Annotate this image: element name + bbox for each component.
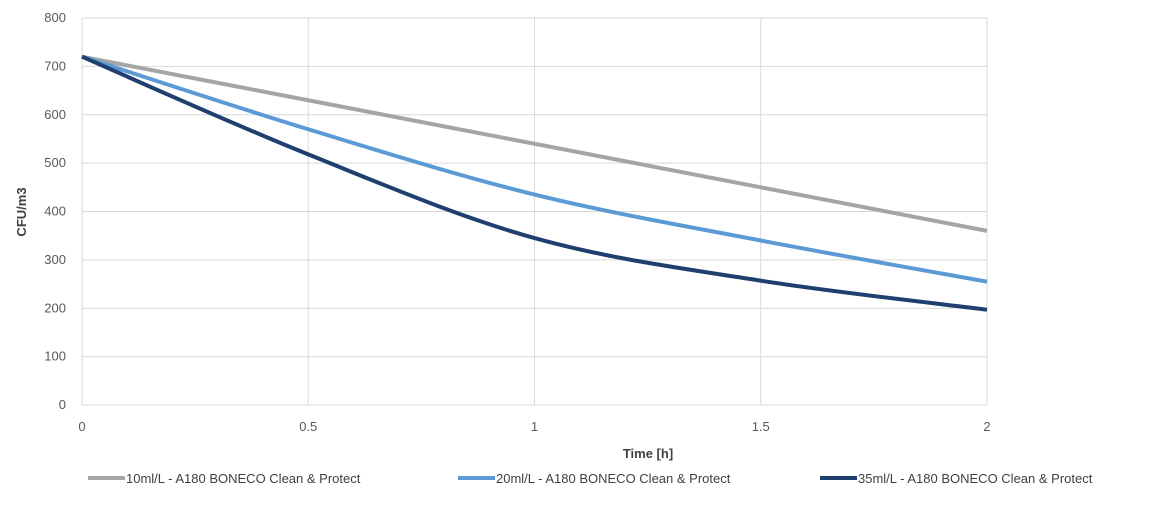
y-tick-label: 700 [44,58,66,73]
series-line-1 [81,54,988,233]
legend: 10ml/L - A180 BONECO Clean & Protect 20ml… [88,471,1093,486]
y-axis-tick-labels: 0 100 200 300 400 500 600 700 800 [44,10,66,412]
gridlines [81,17,988,406]
series-line-2 [81,54,988,284]
y-tick-label: 600 [44,107,66,122]
series-lines [81,54,988,312]
x-tick-label: 0 [78,419,85,434]
x-tick-label: 0.5 [299,419,317,434]
y-tick-label: 0 [59,397,66,412]
y-tick-label: 500 [44,155,66,170]
y-tick-label: 200 [44,300,66,315]
legend-label-1: 10ml/L - A180 BONECO Clean & Protect [126,471,361,486]
x-tick-label: 1 [531,419,538,434]
y-tick-label: 300 [44,252,66,267]
x-tick-label: 1.5 [752,419,770,434]
y-axis-title: CFU/m3 [14,187,29,236]
legend-label-3: 35ml/L - A180 BONECO Clean & Protect [858,471,1093,486]
y-tick-label: 800 [44,10,66,25]
x-tick-label: 2 [983,419,990,434]
legend-label-2: 20ml/L - A180 BONECO Clean & Protect [496,471,731,486]
x-axis-tick-labels: 0 0.5 1 1.5 2 [78,419,990,434]
series-line-3 [81,54,988,312]
x-axis-title: Time [h] [623,446,673,461]
y-tick-label: 400 [44,204,66,219]
y-tick-label: 100 [44,349,66,364]
